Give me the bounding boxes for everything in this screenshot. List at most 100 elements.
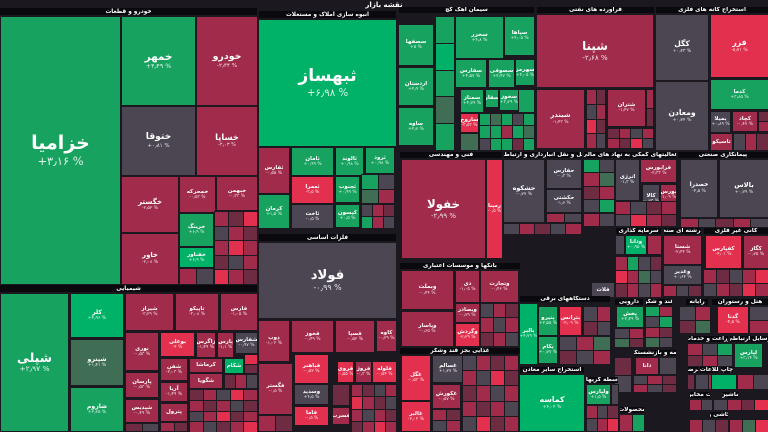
mini-tile[interactable] xyxy=(433,421,446,431)
stock-tile[interactable]: دی -۱٫۰۵ % xyxy=(456,271,479,302)
mini-tile[interactable] xyxy=(716,219,733,227)
mini-tile[interactable] xyxy=(716,420,729,432)
stock-tile[interactable]: فلوله -۰٫۵۴ % xyxy=(373,362,396,382)
mini-tile[interactable] xyxy=(378,189,394,203)
mini-tile[interactable] xyxy=(584,199,599,212)
stock-tile[interactable]: انرژی -۱٫۳ % xyxy=(616,160,639,200)
mini-tile[interactable] xyxy=(717,283,729,296)
mini-tile[interactable] xyxy=(659,337,672,347)
mini-tile[interactable] xyxy=(627,257,638,270)
mini-tile[interactable] xyxy=(661,202,676,214)
stock-tile[interactable]: خمهر +۴٫۴۹ % xyxy=(122,17,195,105)
mini-tile[interactable] xyxy=(597,321,610,335)
mini-tile[interactable] xyxy=(491,114,501,126)
mini-tile[interactable] xyxy=(620,415,632,431)
mini-tile[interactable] xyxy=(750,307,768,320)
stock-tile[interactable]: بالاس +۰٫۷۹ % xyxy=(720,160,768,217)
stock-tile[interactable]: رمپنا -۰٫۵ % xyxy=(487,160,502,258)
stock-tile[interactable]: شگویا xyxy=(190,374,222,388)
mini-tile[interactable] xyxy=(385,385,396,397)
mini-tile[interactable] xyxy=(230,400,244,411)
mini-tile[interactable] xyxy=(504,224,519,234)
stock-tile[interactable]: ساروج -۳٫۵۳ % xyxy=(461,114,478,132)
stock-tile[interactable]: سفار xyxy=(486,90,498,107)
mini-tile[interactable] xyxy=(615,329,629,338)
mini-tile[interactable] xyxy=(584,307,597,321)
stock-tile[interactable]: دانا xyxy=(636,358,658,374)
mini-tile[interactable] xyxy=(225,375,235,388)
mini-tile[interactable] xyxy=(203,422,217,432)
mini-tile[interactable] xyxy=(703,355,717,366)
mini-tile[interactable] xyxy=(619,129,630,138)
mini-tile[interactable] xyxy=(477,371,490,386)
mini-tile[interactable] xyxy=(608,406,618,418)
stock-tile[interactable]: ثبهساز +۶٫۹۸ % xyxy=(259,20,396,146)
mini-tile[interactable] xyxy=(629,329,643,338)
mini-tile[interactable] xyxy=(688,375,694,389)
mini-tile[interactable] xyxy=(703,420,716,432)
stock-tile[interactable]: کگل +۰٫۴۳ % xyxy=(656,15,708,80)
stock-tile[interactable]: کرمان +۱٫۵ % xyxy=(259,195,289,228)
mini-tile[interactable] xyxy=(594,337,610,350)
mini-tile[interactable] xyxy=(587,134,596,148)
mini-tile[interactable] xyxy=(374,385,385,397)
mini-tile[interactable] xyxy=(688,344,702,355)
mini-tile[interactable] xyxy=(696,375,708,389)
mini-tile[interactable] xyxy=(712,375,736,389)
stock-tile[interactable]: سخوز +۳٫۶۹ % xyxy=(500,90,518,110)
stock-tile[interactable]: وسدید +۴٫۵ % xyxy=(295,385,328,404)
stock-tile[interactable]: خصدرا -۴٫۵ % xyxy=(681,160,717,217)
mini-tile[interactable] xyxy=(384,205,394,216)
mini-tile[interactable] xyxy=(615,375,631,392)
mini-tile[interactable] xyxy=(190,422,203,432)
mini-tile[interactable] xyxy=(689,286,701,296)
mini-tile[interactable] xyxy=(659,307,672,317)
mini-tile[interactable] xyxy=(631,214,646,226)
mini-tile[interactable] xyxy=(491,138,501,150)
mini-tile[interactable] xyxy=(661,214,676,226)
mini-tile[interactable] xyxy=(461,134,478,150)
stock-tile[interactable]: سپاها +۴٫۰۵ % xyxy=(505,17,534,55)
stock-tile[interactable]: شیراز -۳٫۲۹ % xyxy=(126,294,173,330)
mini-tile[interactable] xyxy=(247,375,257,388)
stock-tile[interactable]: ذوب -۱٫۰۲ % xyxy=(259,321,289,361)
mini-tile[interactable] xyxy=(659,317,672,327)
stock-tile[interactable]: خزامیا +۳٫۱۶ % xyxy=(1,17,120,284)
stock-tile[interactable]: شپلی +۲٫۹۷ % xyxy=(1,294,68,431)
mini-tile[interactable] xyxy=(505,356,518,371)
mini-tile[interactable] xyxy=(753,375,768,389)
mini-tile[interactable] xyxy=(276,416,292,431)
mini-tile[interactable] xyxy=(733,219,751,227)
mini-tile[interactable] xyxy=(631,129,642,138)
mini-tile[interactable] xyxy=(463,386,476,401)
mini-tile[interactable] xyxy=(756,283,768,296)
mini-tile[interactable] xyxy=(647,90,653,108)
mini-tile[interactable] xyxy=(463,356,476,371)
stock-tile[interactable]: بورس-۱٫۰۹ % xyxy=(661,185,676,204)
mini-tile[interactable] xyxy=(259,416,275,431)
mini-tile[interactable] xyxy=(741,400,755,410)
mini-tile[interactable] xyxy=(436,124,454,150)
mini-tile[interactable] xyxy=(524,114,534,126)
mini-tile[interactable] xyxy=(436,17,454,43)
stock-tile[interactable]: ثعمرا -۳٫۵ % xyxy=(292,177,333,203)
mini-tile[interactable] xyxy=(639,257,650,270)
mini-tile[interactable] xyxy=(596,90,605,104)
mini-tile[interactable] xyxy=(203,400,217,411)
mini-tile[interactable] xyxy=(217,411,230,422)
mini-tile[interactable] xyxy=(597,406,608,418)
stock-tile[interactable]: کلر +۴٫۹۶ % xyxy=(71,294,123,337)
mini-tile[interactable] xyxy=(615,338,629,347)
mini-tile[interactable] xyxy=(616,202,631,214)
mini-tile[interactable] xyxy=(619,139,630,148)
stock-tile[interactable]: ساوه +۴٫۷ % xyxy=(399,108,433,145)
mini-tile[interactable] xyxy=(374,409,385,421)
stock-tile[interactable]: پارس -۱٫۱ % xyxy=(218,333,233,357)
mini-tile[interactable] xyxy=(480,126,490,138)
mini-tile[interactable] xyxy=(594,351,610,364)
mini-tile[interactable] xyxy=(230,411,244,422)
mini-tile[interactable] xyxy=(612,385,618,404)
mini-tile[interactable] xyxy=(698,219,716,227)
mini-tile[interactable] xyxy=(632,415,644,431)
mini-tile[interactable] xyxy=(245,364,257,373)
